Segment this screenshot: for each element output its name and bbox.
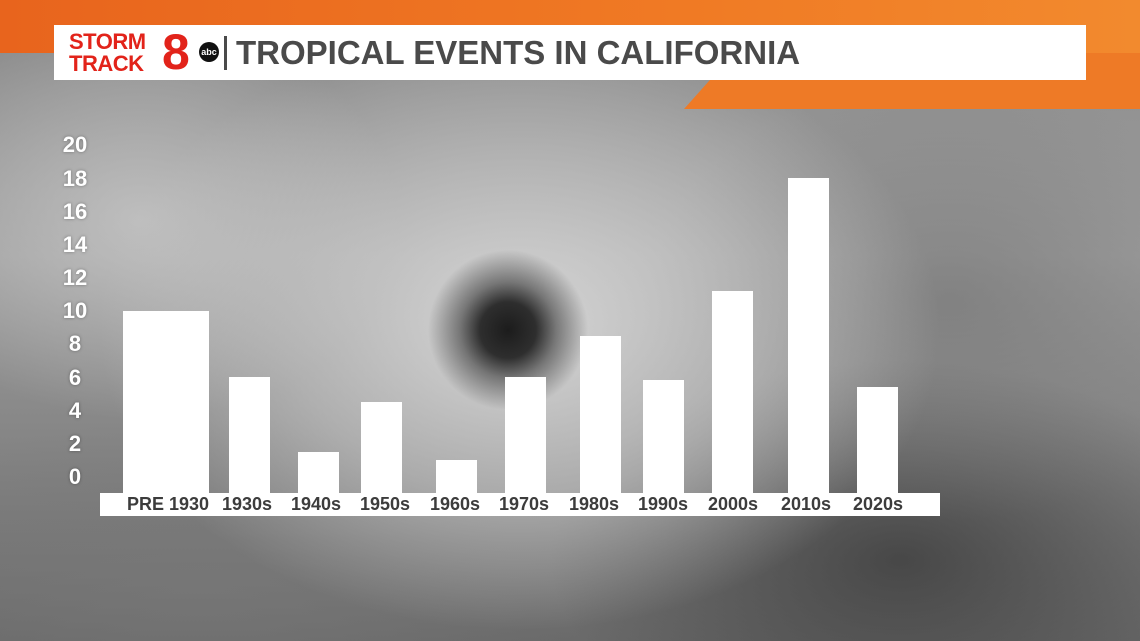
bar-1940s (298, 451, 339, 493)
title-bar: STORM TRACK 8 abc TROPICAL EVENTS IN CAL… (54, 25, 1086, 80)
abc-network-icon: abc (199, 42, 219, 62)
logo-track-text: TRACK (69, 51, 144, 76)
y-tick-label: 16 (62, 198, 88, 224)
bar-2000s (712, 290, 753, 493)
bar-1970s (505, 376, 546, 493)
x-tick-label: 2010s (780, 494, 832, 514)
bar-pre-1930 (123, 310, 209, 493)
y-tick-label: 6 (68, 364, 82, 390)
y-tick-label: 4 (68, 397, 82, 423)
bar-1960s (436, 459, 477, 493)
x-tick-label: 1980s (568, 494, 620, 514)
x-tick-label: 1950s (359, 494, 411, 514)
x-tick-label: 2020s (852, 494, 904, 514)
bar-1950s (361, 401, 402, 493)
x-tick-label: 1930s (221, 494, 273, 514)
x-tick-label: 2000s (707, 494, 759, 514)
x-tick-label: 1970s (498, 494, 550, 514)
bar-1930s (229, 376, 270, 493)
bar-2020s (857, 386, 898, 493)
x-tick-label: 1940s (290, 494, 342, 514)
y-tick-label: 0 (68, 464, 82, 489)
y-tick-label: 20 (62, 132, 88, 158)
y-tick-label: 12 (62, 265, 88, 291)
bar-1980s (580, 335, 621, 493)
y-tick-label: 2 (68, 430, 82, 456)
chart-title: TROPICAL EVENTS IN CALIFORNIA (236, 34, 801, 71)
x-tick-label: 1960s (429, 494, 481, 514)
y-tick-label: 8 (68, 331, 82, 357)
y-tick-label: 18 (62, 165, 88, 191)
x-axis-band (100, 493, 940, 516)
bar-2010s (788, 178, 829, 493)
logo-storm-text: STORM (69, 29, 146, 54)
x-tick-label: PRE 1930 (126, 494, 210, 514)
y-tick-label: 10 (62, 298, 88, 324)
y-tick-label: 14 (62, 231, 88, 257)
station-logo: STORM TRACK 8 abc (54, 25, 224, 80)
title-divider (224, 35, 227, 70)
x-tick-label: 1990s (637, 494, 689, 514)
bar-1990s (643, 380, 684, 493)
logo-channel-number: 8 (162, 24, 190, 80)
